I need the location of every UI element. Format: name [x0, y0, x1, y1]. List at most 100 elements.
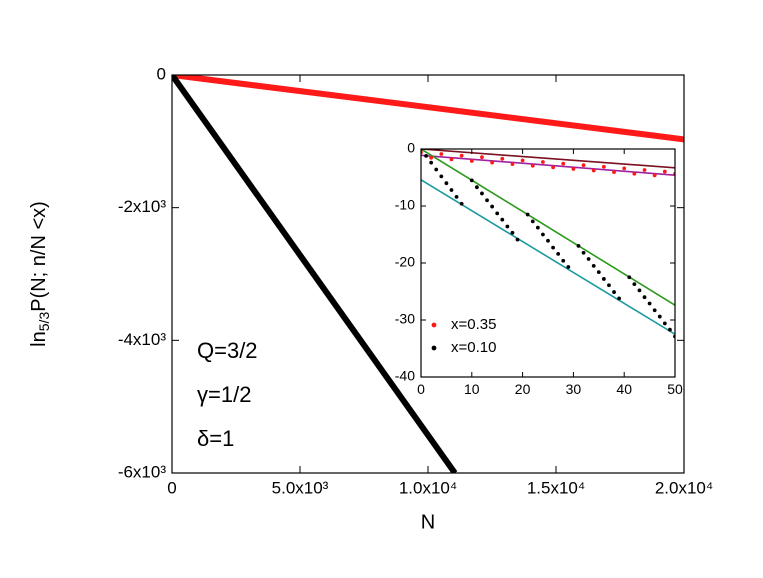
- data-point: [505, 224, 510, 229]
- x-tick-label: 20: [515, 381, 531, 397]
- data-point: [510, 162, 515, 167]
- data-point: [601, 164, 606, 169]
- data-point: [530, 219, 535, 224]
- y-tick-label: -40: [395, 368, 415, 384]
- data-point: [561, 161, 566, 166]
- data-point: [474, 185, 479, 190]
- plot-area: [421, 149, 675, 377]
- y-tick-label: -6x10³: [118, 462, 167, 481]
- data-point: [525, 212, 530, 217]
- x-tick-label: 0: [417, 381, 425, 397]
- data-point: [444, 181, 449, 186]
- data-point: [642, 168, 647, 172]
- y-tick-label: -20: [395, 254, 415, 270]
- data-point: [480, 155, 484, 160]
- annotation: δ=1: [197, 426, 234, 451]
- data-point: [662, 321, 667, 326]
- data-point: [510, 230, 515, 235]
- data-line: [421, 149, 675, 169]
- x-tick-label: 1.0x10⁴: [399, 479, 457, 498]
- x-axis-label: N: [421, 511, 435, 533]
- y-axis-label-part: P(N; n/N <x): [28, 201, 50, 312]
- data-point: [490, 160, 495, 165]
- legend-marker: [431, 345, 437, 351]
- data-point: [424, 153, 428, 158]
- data-point: [642, 295, 647, 300]
- y-tick-label: 0: [157, 64, 166, 83]
- data-point: [459, 201, 464, 206]
- data-point: [434, 167, 439, 172]
- legend-label: x=0.10: [451, 339, 496, 356]
- data-point: [581, 163, 586, 168]
- data-point: [566, 265, 571, 269]
- annotation: γ=1/2: [197, 382, 251, 407]
- data-line: [172, 75, 684, 143]
- data-point: [546, 238, 550, 243]
- data-point: [459, 153, 464, 158]
- data-point: [632, 282, 637, 286]
- data-point: [586, 257, 591, 261]
- data-point: [469, 159, 474, 163]
- data-point: [551, 245, 555, 250]
- x-tick-label: 40: [616, 381, 632, 397]
- data-point: [561, 258, 566, 263]
- y-axis-label-part: ln: [28, 331, 50, 347]
- data-point: [551, 165, 555, 170]
- data-point: [449, 188, 454, 192]
- data-line: [421, 149, 675, 306]
- y-tick-label: -10: [395, 197, 415, 213]
- x-tick-label: 2.0x10⁴: [655, 479, 713, 498]
- x-tick-label: 50: [667, 381, 683, 397]
- data-point: [581, 250, 586, 255]
- data-point: [500, 217, 505, 222]
- data-point: [612, 170, 616, 175]
- data-point: [541, 160, 545, 164]
- data-point: [647, 301, 652, 306]
- data-point: [652, 308, 657, 313]
- data-point: [500, 156, 505, 161]
- x-tick-label: 5.0x10³: [272, 479, 329, 498]
- data-point: [637, 288, 642, 293]
- data-point: [601, 277, 606, 281]
- plot-data: [421, 149, 675, 339]
- data-point: [495, 211, 500, 216]
- y-tick-label: -4x10³: [118, 330, 167, 349]
- data-point: [627, 275, 632, 280]
- data-point: [612, 290, 616, 294]
- data-point: [541, 232, 545, 237]
- y-axis-label: ln5/3P(N; n/N <x): [28, 201, 51, 347]
- data-point: [490, 204, 495, 209]
- data-point: [591, 263, 596, 268]
- data-line: [172, 75, 458, 473]
- data-line: [421, 154, 675, 177]
- data-point: [617, 296, 622, 301]
- data-point: [515, 237, 520, 242]
- x-tick-label: 0: [167, 479, 176, 498]
- annotation: Q=3/2: [197, 338, 258, 363]
- data-point: [652, 173, 657, 178]
- data-point: [632, 171, 637, 176]
- data-point: [607, 283, 611, 288]
- y-axis-label-part: 5/3: [36, 312, 52, 332]
- legend-label: x=0.35: [451, 316, 496, 333]
- y-tick-label: -30: [395, 311, 415, 327]
- x-tick-label: 30: [566, 381, 582, 397]
- data-point: [520, 158, 525, 163]
- data-point: [454, 194, 459, 199]
- data-point: [439, 152, 444, 156]
- data-point: [469, 178, 474, 183]
- data-point: [485, 198, 489, 203]
- data-point: [657, 314, 662, 319]
- legend-marker: [431, 322, 437, 328]
- y-tick-label: 0: [407, 140, 415, 156]
- data-point: [591, 168, 596, 173]
- data-point: [530, 163, 535, 168]
- plot-data: [172, 75, 684, 473]
- data-point: [439, 174, 444, 179]
- data-point: [576, 244, 581, 248]
- data-point: [571, 167, 576, 171]
- y-tick-label: -2x10³: [118, 197, 167, 216]
- x-tick-label: 1.5x10⁴: [527, 479, 585, 498]
- data-line: [421, 179, 675, 335]
